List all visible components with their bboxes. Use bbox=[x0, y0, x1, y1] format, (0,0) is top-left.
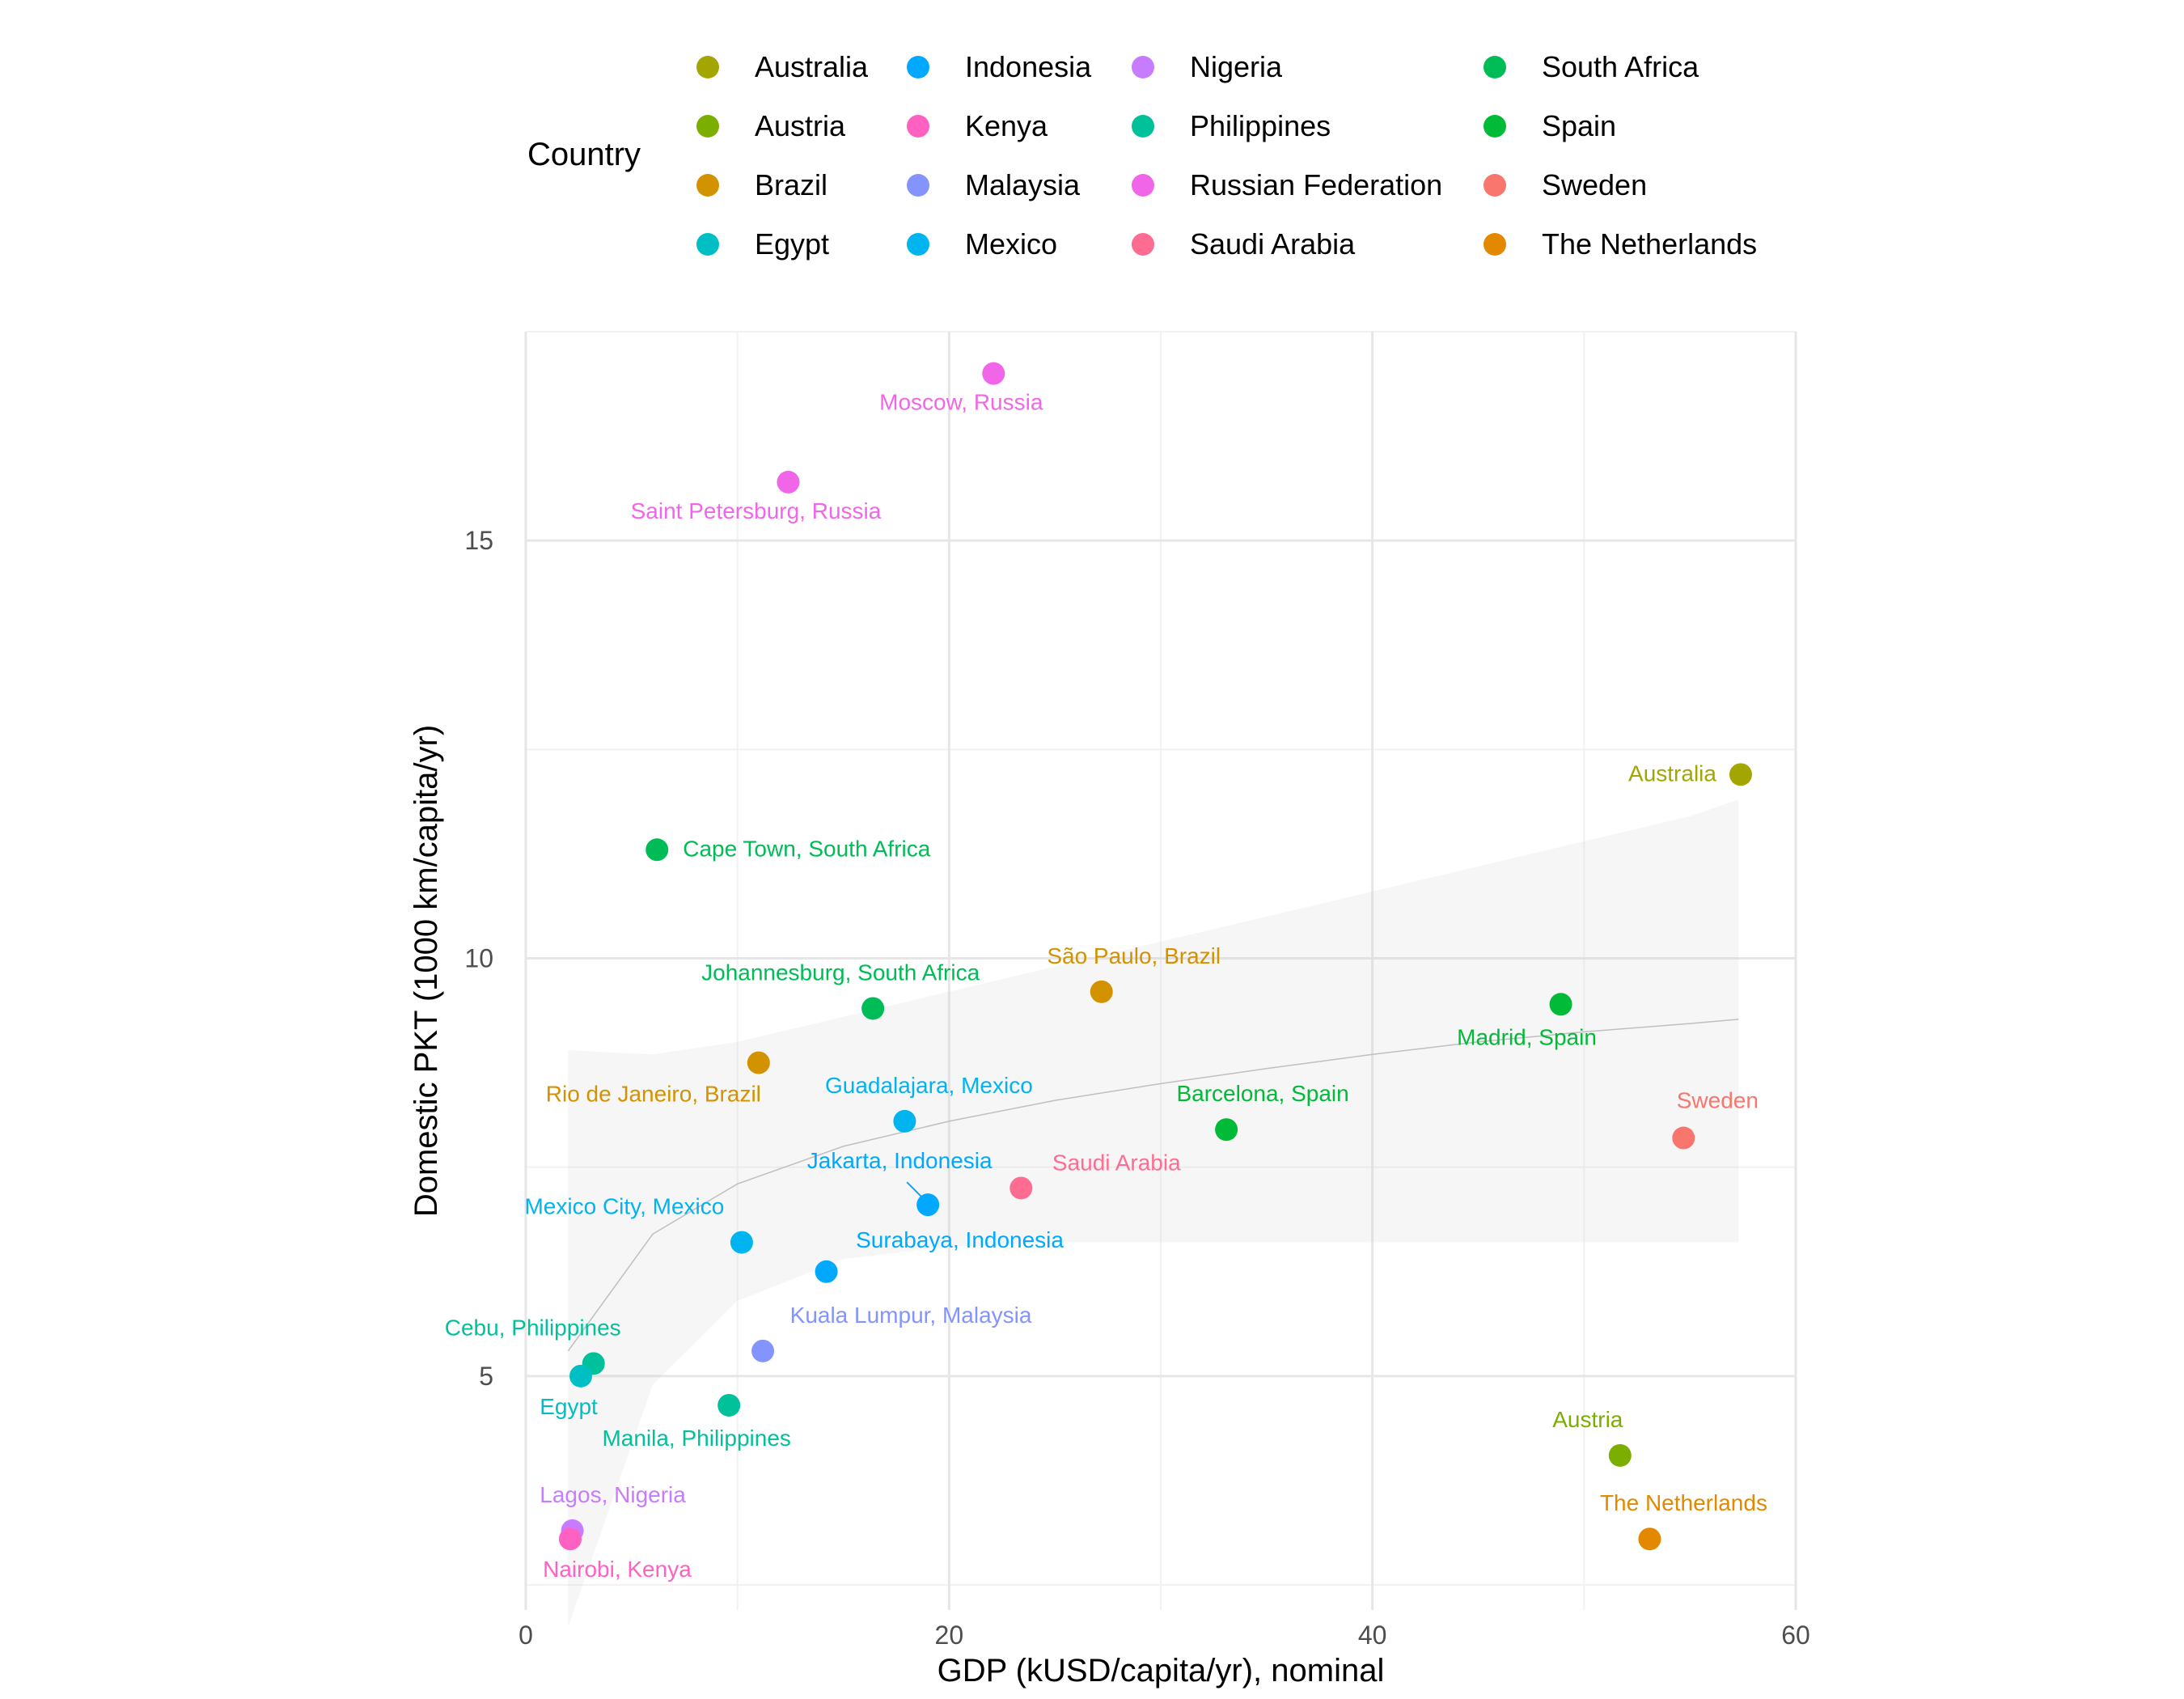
axes: GDP (kUSD/capita/yr), nominal Domestic P… bbox=[408, 526, 1810, 1688]
point-label-13: Mexico City, Mexico bbox=[524, 1194, 724, 1219]
point-label-4: São Paulo, Brazil bbox=[1047, 943, 1221, 968]
point-labels-layer: Moscow, Russia Saint Petersburg, Russia Au… bbox=[445, 390, 1767, 1582]
legend-key-14 bbox=[1484, 174, 1506, 197]
legend-key-3 bbox=[696, 233, 719, 256]
data-point-10 bbox=[1672, 1126, 1695, 1150]
trend-line bbox=[567, 1019, 1739, 1352]
point-label-21: Nairobi, Kenya bbox=[543, 1557, 692, 1582]
point-label-3: Cape Town, South Africa bbox=[683, 836, 931, 861]
point-label-0: Moscow, Russia bbox=[879, 390, 1043, 415]
legend-key-2 bbox=[696, 174, 719, 197]
y-tick-label-1: 10 bbox=[464, 944, 493, 973]
data-point-4 bbox=[1090, 980, 1113, 1003]
x-tick-label-0: 0 bbox=[518, 1621, 533, 1650]
data-point-22 bbox=[1638, 1527, 1661, 1551]
x-tick-label-2: 40 bbox=[1358, 1621, 1387, 1650]
legend-label-15: The Netherlands bbox=[1542, 227, 1757, 261]
legend-title: Country bbox=[527, 137, 641, 172]
point-label-16: Cebu, Philippines bbox=[445, 1315, 621, 1340]
legend-key-12 bbox=[1484, 56, 1506, 78]
data-point-7 bbox=[747, 1051, 770, 1074]
legend-label-2: Brazil bbox=[755, 168, 827, 201]
point-label-10: Sweden bbox=[1677, 1088, 1759, 1113]
legend-key-4 bbox=[907, 56, 929, 78]
data-point-19 bbox=[1608, 1443, 1632, 1467]
data-point-13 bbox=[730, 1231, 753, 1254]
point-label-19: Austria bbox=[1552, 1407, 1623, 1432]
legend-key-15 bbox=[1484, 233, 1506, 256]
point-label-7: Rio de Janeiro, Brazil bbox=[546, 1082, 761, 1107]
legend-key-0 bbox=[696, 56, 719, 78]
legend-key-8 bbox=[1132, 56, 1154, 78]
point-label-14: Surabaya, Indonesia bbox=[856, 1227, 1064, 1252]
data-point-0 bbox=[982, 362, 1005, 385]
legend-label-7: Mexico bbox=[965, 227, 1057, 261]
point-label-1: Saint Petersburg, Russia bbox=[631, 498, 882, 523]
legend: Country Australia Austria Brazil Egypt Indon… bbox=[527, 50, 1757, 261]
y-tick-label-2: 15 bbox=[464, 526, 493, 555]
legend-label-0: Australia bbox=[755, 50, 869, 83]
legend-label-1: Austria bbox=[755, 109, 846, 142]
data-point-18 bbox=[717, 1393, 741, 1417]
legend-key-10 bbox=[1132, 174, 1154, 197]
legend-label-9: Philippines bbox=[1190, 109, 1331, 142]
confidence-band-layer bbox=[568, 799, 1739, 1627]
legend-key-7 bbox=[907, 233, 929, 256]
trend-line-layer bbox=[567, 1019, 1739, 1352]
point-label-15: Kuala Lumpur, Malaysia bbox=[790, 1303, 1032, 1328]
data-point-8 bbox=[893, 1109, 916, 1133]
legend-key-1 bbox=[696, 115, 719, 138]
data-point-5 bbox=[861, 997, 885, 1020]
legend-label-3: Egypt bbox=[755, 227, 829, 261]
legend-key-6 bbox=[907, 174, 929, 197]
label-connector-jakarta bbox=[906, 1181, 922, 1197]
point-label-2: Australia bbox=[1628, 761, 1716, 786]
point-label-18: Manila, Philippines bbox=[602, 1426, 790, 1451]
y-tick-label-0: 5 bbox=[479, 1362, 493, 1391]
legend-key-11 bbox=[1132, 233, 1154, 256]
y-axis-title: Domestic PKT (1000 km/capita/yr) bbox=[408, 725, 444, 1217]
legend-key-9 bbox=[1132, 115, 1154, 138]
point-label-12: Jakarta, Indonesia bbox=[807, 1148, 993, 1173]
x-tick-label-3: 60 bbox=[1781, 1621, 1810, 1650]
x-tick-label-1: 20 bbox=[935, 1621, 964, 1650]
data-point-11 bbox=[1009, 1176, 1033, 1200]
legend-label-8: Nigeria bbox=[1190, 50, 1283, 83]
data-point-2 bbox=[1729, 763, 1752, 786]
point-label-6: Madrid, Spain bbox=[1457, 1024, 1597, 1049]
point-label-5: Johannesburg, South Africa bbox=[701, 960, 980, 985]
legend-label-11: Saudi Arabia bbox=[1190, 227, 1356, 261]
legend-label-10: Russian Federation bbox=[1190, 168, 1442, 201]
grid bbox=[524, 331, 1797, 1610]
x-axis-title: GDP (kUSD/capita/yr), nominal bbox=[938, 1653, 1385, 1688]
legend-label-14: Sweden bbox=[1542, 168, 1647, 201]
point-label-17: Egypt bbox=[540, 1394, 598, 1419]
data-point-1 bbox=[777, 470, 800, 494]
point-label-11: Saudi Arabia bbox=[1052, 1150, 1181, 1175]
legend-key-5 bbox=[907, 115, 929, 138]
point-label-8: Guadalajara, Mexico bbox=[825, 1073, 1033, 1098]
data-point-15 bbox=[751, 1339, 775, 1362]
point-label-9: Barcelona, Spain bbox=[1176, 1081, 1348, 1106]
confidence-band bbox=[568, 799, 1739, 1627]
data-point-12 bbox=[916, 1193, 940, 1217]
data-point-6 bbox=[1549, 993, 1572, 1016]
legend-key-13 bbox=[1484, 115, 1506, 138]
points-layer bbox=[558, 362, 1752, 1551]
legend-label-4: Indonesia bbox=[965, 50, 1092, 83]
legend-label-13: Spain bbox=[1542, 109, 1616, 142]
legend-label-12: South Africa bbox=[1542, 50, 1699, 83]
legend-label-5: Kenya bbox=[965, 109, 1048, 142]
data-point-3 bbox=[645, 838, 669, 862]
data-point-21 bbox=[558, 1527, 582, 1551]
data-point-14 bbox=[815, 1260, 838, 1283]
legend-label-6: Malaysia bbox=[965, 168, 1081, 201]
data-point-9 bbox=[1215, 1118, 1238, 1142]
point-label-20: Lagos, Nigeria bbox=[540, 1482, 686, 1507]
point-label-22: The Netherlands bbox=[1600, 1490, 1767, 1515]
data-point-17 bbox=[569, 1364, 593, 1388]
